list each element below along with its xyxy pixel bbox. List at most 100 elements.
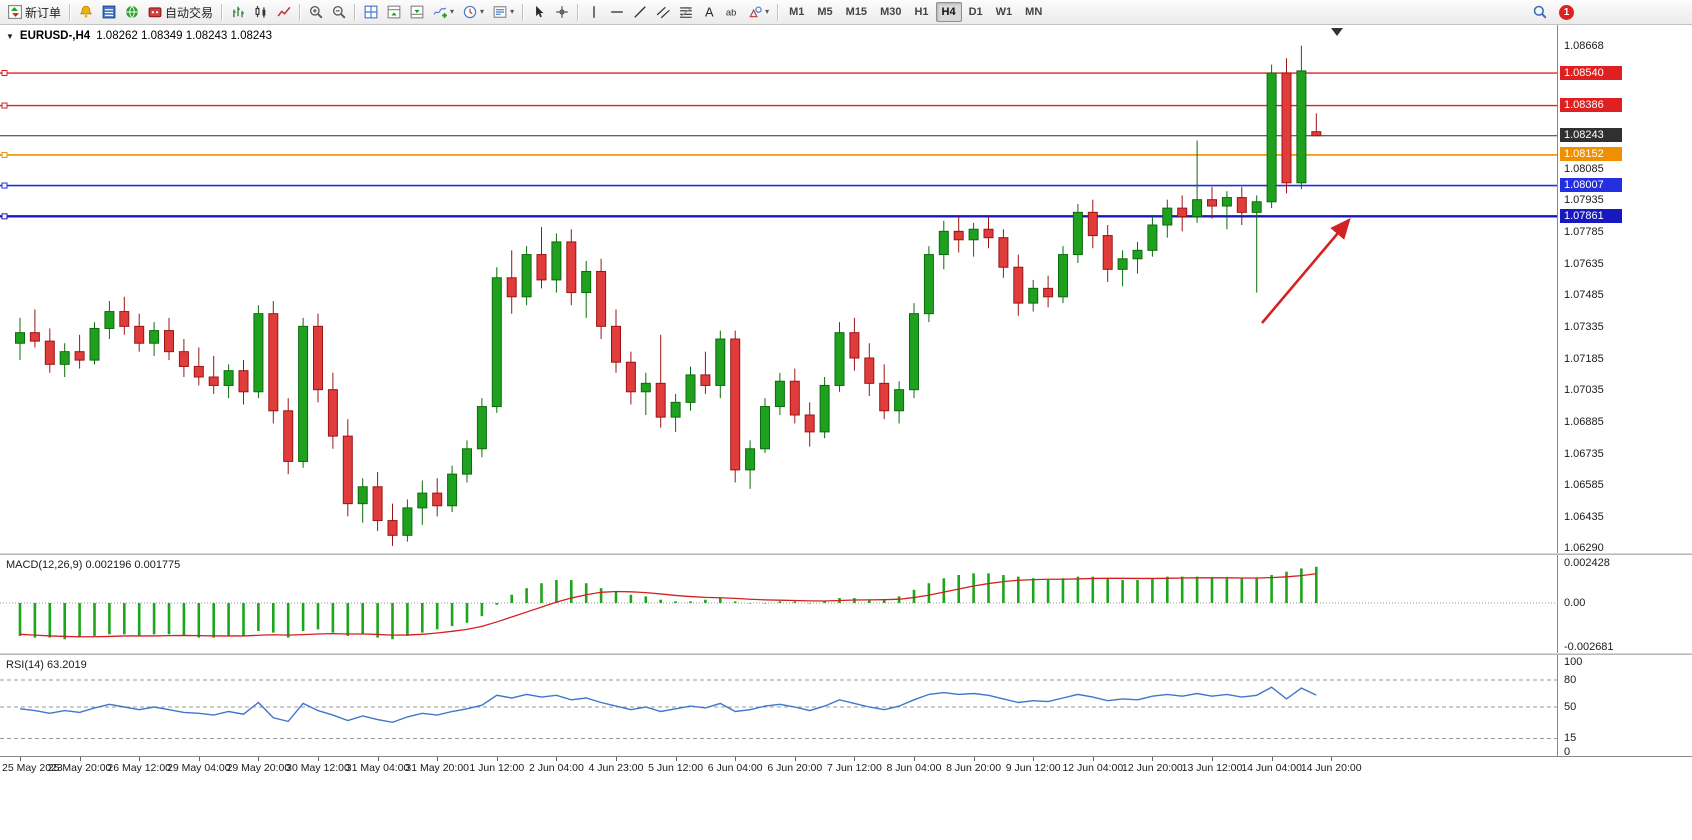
timeframe-h1-button[interactable]: H1 bbox=[908, 2, 934, 22]
chevron-down-icon: ▾ bbox=[480, 7, 485, 16]
hline-1.08386[interactable] bbox=[0, 102, 1557, 109]
time-axis-label: 30 May 12:00 bbox=[286, 762, 350, 774]
candle bbox=[1117, 258, 1128, 270]
market-watch-icon bbox=[102, 5, 116, 19]
community-button[interactable] bbox=[121, 2, 143, 22]
time-tick bbox=[556, 757, 558, 761]
time-tick bbox=[973, 757, 975, 761]
candle bbox=[909, 313, 919, 391]
candle bbox=[596, 270, 607, 327]
timeframe-m1-button[interactable]: M1 bbox=[783, 2, 810, 22]
time-tick bbox=[1212, 757, 1213, 761]
time-tick bbox=[377, 757, 379, 761]
candle bbox=[298, 325, 309, 462]
time-axis[interactable]: 25 May 2023 25 May 20:00 26 May 12:00 29 Ma… bbox=[0, 756, 1692, 778]
shapes-icon bbox=[748, 5, 762, 19]
price-tag-1.08007[interactable]: 1.08007 bbox=[1560, 178, 1622, 193]
main-chart[interactable] bbox=[0, 25, 1557, 553]
timeframe-m5-button[interactable]: M5 bbox=[811, 2, 838, 22]
label-button[interactable]: ab bbox=[721, 2, 743, 22]
arrange-windows-button[interactable] bbox=[383, 2, 405, 22]
price-tag-1.08540[interactable]: 1.08540 bbox=[1560, 65, 1622, 80]
candle bbox=[417, 492, 428, 509]
timeframe-mn-button[interactable]: MN bbox=[1019, 2, 1048, 22]
time-axis-label: 31 May 20:00 bbox=[405, 762, 470, 774]
timeframe-d1-button[interactable]: D1 bbox=[963, 2, 989, 22]
symbol-ohlc-info: ▼ EURUSD-,H4 1.08262 1.08349 1.08243 1.0… bbox=[6, 30, 272, 42]
time-tick bbox=[1331, 757, 1333, 761]
hline-1.08007[interactable] bbox=[0, 182, 1557, 189]
alerts-button[interactable] bbox=[75, 2, 97, 22]
globe-icon bbox=[125, 5, 139, 19]
shapes-button[interactable]: ▾ bbox=[744, 2, 773, 22]
candle bbox=[1102, 235, 1113, 270]
price-tag-1.08152[interactable]: 1.08152 bbox=[1560, 147, 1622, 162]
search-button[interactable] bbox=[1529, 2, 1551, 22]
price-tag-1.07861[interactable]: 1.07861 bbox=[1560, 208, 1622, 223]
timeframe-h4-button[interactable]: H4 bbox=[935, 2, 962, 22]
zoom-in-button[interactable] bbox=[305, 2, 327, 22]
bar-chart-button[interactable] bbox=[227, 2, 249, 22]
tile-windows-button[interactable] bbox=[360, 2, 382, 22]
hline-1.07861[interactable] bbox=[0, 213, 1557, 220]
trend-arrow[interactable] bbox=[1261, 218, 1351, 324]
market-watch-button[interactable] bbox=[98, 2, 120, 22]
time-axis-label: 29 May 04:00 bbox=[166, 762, 231, 774]
fibonacci-button[interactable] bbox=[675, 2, 697, 22]
price-tag-1.08386[interactable]: 1.08386 bbox=[1560, 98, 1622, 113]
candle bbox=[327, 389, 338, 437]
vertical-line-button[interactable] bbox=[583, 2, 605, 22]
price-axis-label: 1.06435 bbox=[1564, 510, 1604, 523]
zoom-out-button[interactable] bbox=[328, 2, 350, 22]
time-tick bbox=[79, 757, 81, 761]
time-tick bbox=[1092, 757, 1094, 761]
pane-splitter[interactable] bbox=[0, 653, 1692, 655]
price-tag-1.08243[interactable]: 1.08243 bbox=[1560, 128, 1622, 143]
hline-1.08152[interactable] bbox=[0, 151, 1557, 158]
candlestick-chart-button[interactable] bbox=[250, 2, 272, 22]
templates-button[interactable]: ▾ bbox=[489, 2, 518, 22]
macd-pane[interactable] bbox=[0, 555, 1557, 653]
timeframe-w1-button[interactable]: W1 bbox=[990, 2, 1019, 22]
candle bbox=[655, 382, 666, 418]
chart-window: ▼ EURUSD-,H4 1.08262 1.08349 1.08243 1.0… bbox=[0, 25, 1692, 778]
rsi-pane[interactable] bbox=[0, 655, 1557, 756]
time-tick bbox=[198, 757, 200, 761]
candle bbox=[700, 374, 711, 386]
notification-badge[interactable]: 1 bbox=[1559, 4, 1574, 20]
candle bbox=[268, 313, 279, 412]
symbol-collapse-icon[interactable]: ▼ bbox=[6, 31, 14, 41]
time-tick bbox=[1271, 757, 1273, 761]
timeframe-m30-button[interactable]: M30 bbox=[874, 2, 907, 22]
candle bbox=[1043, 287, 1054, 298]
time-axis-label: 14 Jun 04:00 bbox=[1241, 762, 1302, 774]
crosshair-button[interactable] bbox=[551, 2, 573, 22]
time-axis-label: 26 May 12:00 bbox=[107, 762, 172, 774]
autotrading-button[interactable]: 自动交易 bbox=[144, 2, 217, 22]
candle bbox=[745, 448, 756, 471]
trendline-button[interactable] bbox=[629, 2, 651, 22]
line-chart-button[interactable] bbox=[273, 2, 295, 22]
candle bbox=[223, 370, 234, 386]
pane-splitter[interactable] bbox=[0, 553, 1692, 555]
new-order-button[interactable]: 新订单 bbox=[4, 2, 65, 22]
time-tick bbox=[1033, 757, 1035, 761]
indicators-button[interactable]: ▾ bbox=[429, 2, 458, 22]
cursor-button[interactable] bbox=[528, 2, 550, 22]
periods-button[interactable]: ▾ bbox=[459, 2, 488, 22]
text-button[interactable]: A bbox=[698, 2, 720, 22]
price-axis-label: 1.07485 bbox=[1564, 289, 1604, 302]
macd-axis-label: 0.002428 bbox=[1564, 556, 1610, 569]
candlestick-icon bbox=[254, 5, 268, 19]
hline-handle bbox=[1, 70, 8, 77]
hline-1.08540[interactable] bbox=[0, 70, 1557, 77]
arrange-up-icon bbox=[387, 5, 401, 19]
channel-button[interactable] bbox=[652, 2, 674, 22]
time-axis-label: 2 Jun 04:00 bbox=[528, 762, 584, 774]
candle bbox=[1281, 72, 1292, 184]
chart-shift-marker[interactable] bbox=[1331, 28, 1343, 36]
timeframe-m15-button[interactable]: M15 bbox=[840, 2, 873, 22]
horizontal-line-button[interactable] bbox=[606, 2, 628, 22]
cascade-windows-button[interactable] bbox=[406, 2, 428, 22]
